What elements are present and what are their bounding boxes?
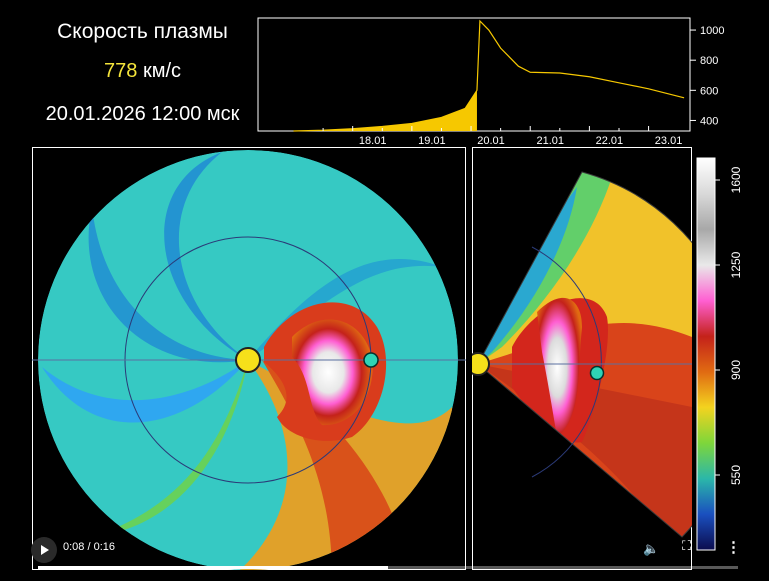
x-tick-label: 18.01	[359, 135, 387, 147]
wedge-outline	[477, 171, 692, 538]
datetime-label: 20.01.2026 12:00 мск	[45, 103, 240, 125]
video-progress-bar[interactable]	[38, 566, 738, 569]
speed-history-fill	[258, 90, 477, 131]
earth-orbit-arc	[531, 246, 602, 478]
sun-icon	[235, 347, 261, 373]
colorbar-ticks	[715, 179, 720, 476]
x-tick-label: 23.01	[655, 135, 683, 147]
speed-unit: км/с	[142, 60, 181, 82]
speed-readout: 778 км/с	[0, 60, 285, 83]
x-tick-label: 19.01	[418, 135, 446, 147]
fullscreen-icon[interactable]: ⛶	[682, 538, 692, 553]
earth-icon-right	[589, 365, 605, 381]
y-axis: 1000 800 600 400	[690, 25, 724, 127]
colorbar-bar	[696, 157, 716, 551]
meridional-view	[472, 147, 692, 570]
x-axis: 18.01 19.01 20.01 21.01 22.01 23.01	[322, 126, 683, 147]
y-tick-label: 800	[700, 55, 718, 67]
speed-chart: 18.01 19.01 20.01 21.01 22.01 23.01 1000 800 60…	[257, 17, 724, 147]
x-tick-label: 20.01	[477, 135, 505, 147]
sun-icon-right	[472, 352, 490, 376]
colorbar-label-1600: 1600	[729, 166, 743, 193]
y-tick-label: 600	[700, 85, 718, 97]
volume-icon[interactable]: 🔈	[643, 541, 660, 556]
x-tick-label: 22.01	[596, 135, 624, 147]
colorbar-label-1250: 1250	[729, 251, 743, 278]
video-progress-fill	[38, 566, 388, 569]
speed-line	[293, 19, 685, 132]
colorbar-label-900: 900	[729, 360, 743, 380]
video-time: 0:08 / 0:16	[63, 541, 115, 553]
colorbar: 1600 1250 900 550	[696, 157, 743, 551]
colorbar-label-550: 550	[729, 465, 743, 485]
x-tick-label: 21.01	[536, 135, 564, 147]
play-icon	[41, 545, 49, 555]
chart-plot-area	[258, 19, 685, 132]
play-button[interactable]	[31, 537, 57, 563]
y-tick-label: 400	[700, 115, 718, 127]
ecliptic-view	[32, 147, 466, 570]
more-options-icon[interactable]: ⋮	[726, 539, 741, 556]
y-tick-label: 1000	[700, 25, 724, 37]
page-title: Скорость плазмы	[57, 20, 228, 43]
earth-icon	[363, 352, 379, 368]
speed-value: 778	[104, 60, 138, 82]
